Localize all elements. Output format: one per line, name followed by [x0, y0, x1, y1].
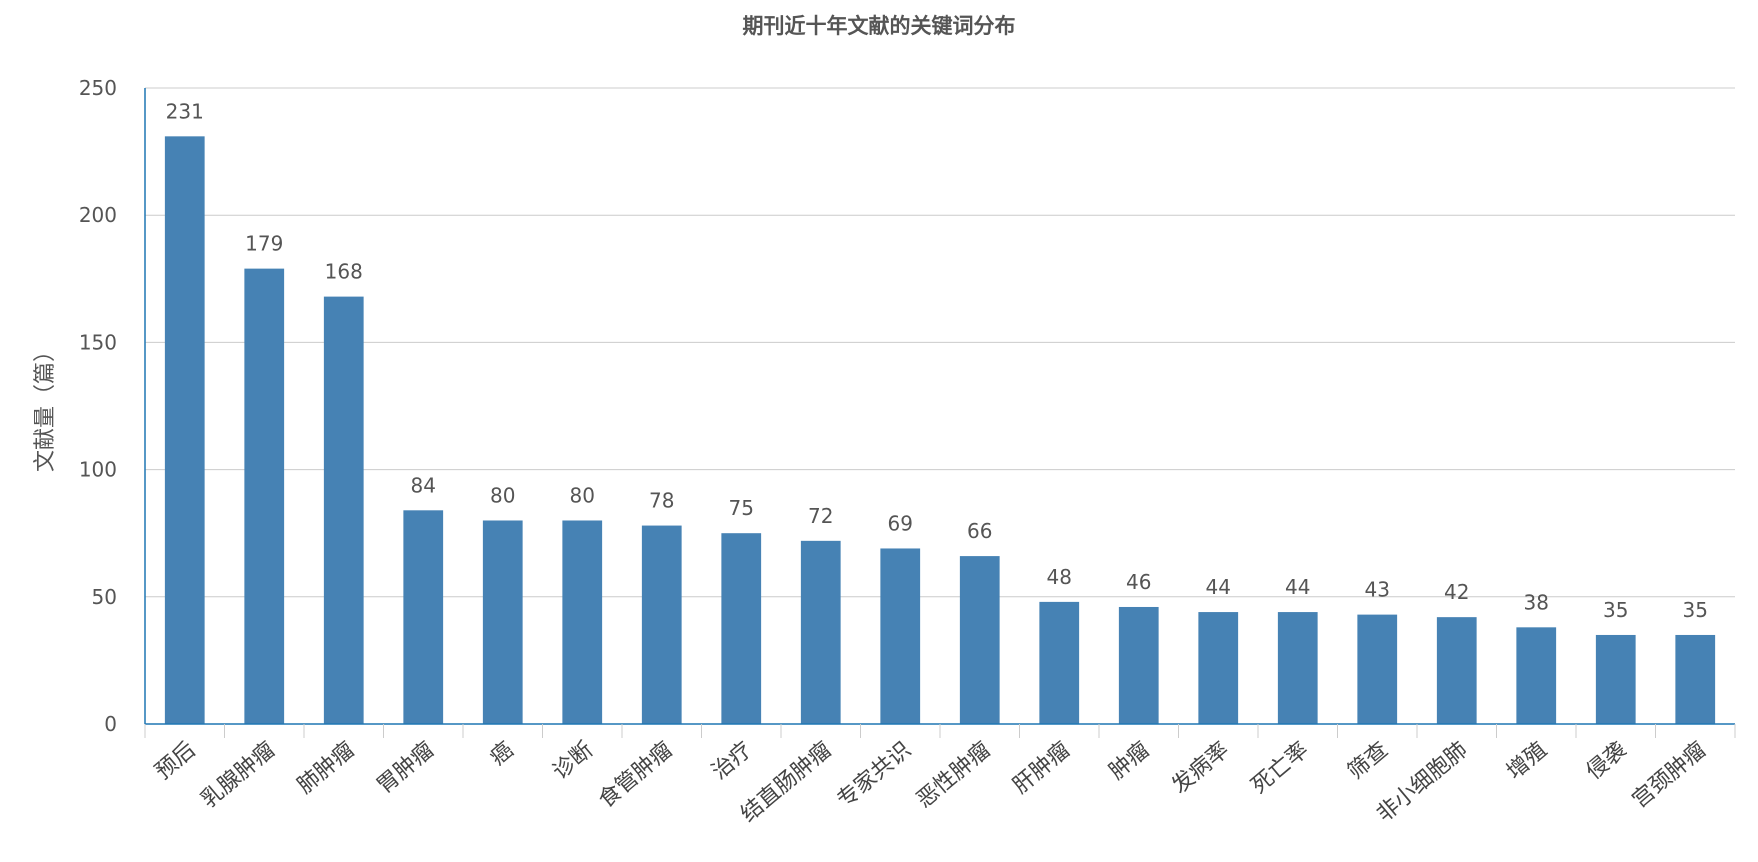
bar [164, 136, 205, 724]
bar [880, 548, 921, 724]
bar [562, 520, 603, 724]
data-label: 48 [1047, 565, 1072, 589]
bar [1118, 606, 1159, 724]
bar [1277, 612, 1318, 724]
bar [403, 510, 444, 724]
x-tick-label: 宫颈肿瘤 [1628, 737, 1711, 813]
bar [482, 520, 523, 724]
data-label: 35 [1683, 598, 1708, 622]
data-label: 38 [1524, 590, 1549, 614]
data-label: 46 [1126, 570, 1151, 594]
x-tick-label: 发病率 [1167, 737, 1234, 799]
data-label: 80 [570, 483, 595, 507]
x-tick-label: 筛查 [1343, 737, 1393, 784]
data-label: 179 [245, 232, 283, 256]
x-tick-label: 胃肿瘤 [372, 737, 439, 799]
y-tick-label: 100 [79, 458, 117, 482]
bar [959, 556, 1000, 724]
data-label: 44 [1206, 575, 1231, 599]
x-tick-label: 侵袭 [1582, 737, 1632, 784]
y-tick-label: 150 [79, 330, 117, 354]
bar [1595, 634, 1636, 724]
y-tick-label: 250 [79, 76, 117, 100]
data-label: 78 [649, 489, 674, 513]
data-label: 44 [1285, 575, 1310, 599]
x-tick-label: 预后 [151, 737, 201, 784]
bar [1357, 614, 1398, 724]
x-tick-label: 治疗 [707, 737, 757, 784]
x-tick-label: 癌 [486, 737, 519, 770]
bar [1436, 617, 1477, 724]
x-tick-label: 恶性肿瘤 [912, 737, 995, 813]
y-axis-title: 文献量（篇） [33, 340, 58, 472]
bar [1516, 627, 1557, 724]
bar [1675, 634, 1716, 724]
data-label: 231 [166, 99, 204, 123]
data-label: 80 [490, 483, 515, 507]
x-tick-label: 食管肿瘤 [594, 737, 677, 813]
chart-title: 期刊近十年文献的关键词分布 [742, 14, 1016, 38]
bar [1039, 601, 1080, 724]
data-label: 72 [808, 504, 833, 528]
y-tick-label: 50 [92, 585, 117, 609]
data-label: 168 [325, 260, 363, 284]
bar [244, 268, 285, 724]
data-label: 66 [967, 519, 992, 543]
data-label: 42 [1444, 580, 1469, 604]
x-tick-label: 肝肿瘤 [1008, 737, 1075, 799]
x-tick-label: 肺肿瘤 [293, 737, 360, 799]
y-tick-label: 0 [104, 712, 117, 736]
x-tick-label: 肿瘤 [1105, 737, 1155, 784]
bar [641, 525, 682, 724]
bar [1198, 612, 1239, 724]
x-tick-label: 死亡率 [1247, 737, 1314, 799]
data-label: 75 [729, 496, 754, 520]
x-tick-label: 增殖 [1502, 737, 1552, 784]
bar [323, 296, 364, 724]
bar [721, 533, 762, 724]
x-tick-label: 专家共识 [833, 737, 916, 813]
y-tick-label: 200 [79, 203, 117, 227]
x-tick-label: 诊断 [548, 737, 598, 784]
data-label: 43 [1365, 578, 1390, 602]
data-label: 69 [888, 511, 913, 535]
data-label: 84 [411, 473, 436, 497]
x-tick-label: 乳腺肿瘤 [197, 737, 280, 813]
bar [800, 540, 841, 724]
data-label: 35 [1603, 598, 1628, 622]
